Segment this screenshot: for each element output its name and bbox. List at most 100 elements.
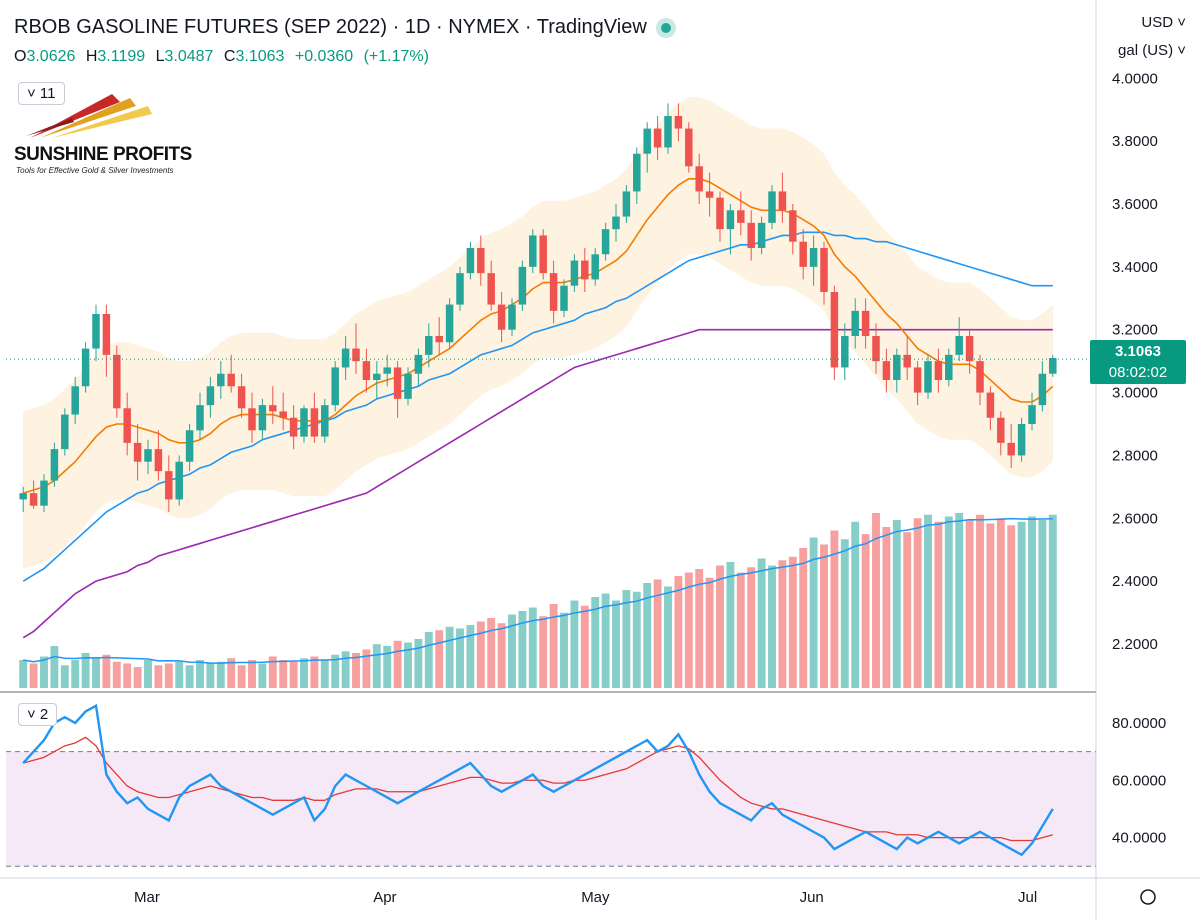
change-pct-value: (+1.17%) bbox=[363, 48, 429, 65]
price-tick-label: 3.4000 bbox=[1112, 259, 1158, 276]
volume-bar bbox=[1038, 520, 1047, 688]
candle-body bbox=[113, 354, 121, 409]
candle-body bbox=[362, 361, 371, 380]
volume-bar bbox=[778, 560, 787, 688]
volume-bar bbox=[508, 614, 516, 688]
volume-bar bbox=[612, 600, 620, 688]
volume-bar bbox=[892, 520, 901, 688]
indicators-toggle-button[interactable]: ˅ 11 bbox=[18, 82, 65, 105]
close-value: 3.1063 bbox=[235, 48, 285, 65]
candle-body bbox=[986, 392, 995, 418]
volume-bar bbox=[913, 518, 922, 688]
price-tick-label: 2.2000 bbox=[1112, 636, 1158, 653]
candle-body bbox=[331, 367, 339, 406]
volume-bar bbox=[840, 539, 849, 688]
volume-bar bbox=[185, 665, 194, 688]
volume-bar bbox=[50, 646, 59, 688]
volume-bar bbox=[216, 661, 225, 688]
candle-body bbox=[373, 373, 381, 380]
volume-bar bbox=[830, 530, 839, 688]
candle-body bbox=[716, 197, 724, 230]
price-tick-label: 2.6000 bbox=[1112, 510, 1158, 527]
volume-bar bbox=[799, 548, 808, 688]
candle-body bbox=[882, 361, 891, 380]
volume-bar bbox=[362, 649, 371, 688]
candle-body bbox=[269, 405, 277, 412]
candle-body bbox=[726, 210, 735, 230]
candle-body bbox=[778, 191, 787, 211]
symbol-title-text: RBOB GASOLINE FUTURES (SEP 2022) · 1D · … bbox=[14, 16, 647, 38]
candle-body bbox=[206, 386, 215, 406]
candle-body bbox=[102, 314, 111, 355]
candle-body bbox=[695, 166, 703, 192]
volume-bar bbox=[196, 660, 204, 688]
volume-bar bbox=[747, 567, 756, 688]
volume-bar bbox=[227, 658, 236, 688]
candle-body bbox=[445, 304, 454, 343]
candle-body bbox=[237, 386, 246, 409]
candle-body bbox=[872, 336, 880, 362]
volume-bar bbox=[144, 660, 152, 688]
last-price-label: 3.1063 08:02:02 bbox=[1090, 340, 1186, 384]
candle-body bbox=[185, 430, 194, 462]
unit-selector[interactable]: gal (US) ˅ bbox=[1118, 42, 1186, 59]
symbol-title[interactable]: RBOB GASOLINE FUTURES (SEP 2022) · 1D · … bbox=[14, 16, 671, 39]
volume-bar bbox=[1007, 525, 1016, 688]
volume-ma-line bbox=[23, 517, 1053, 664]
volume-bar bbox=[632, 591, 641, 688]
candle-body bbox=[165, 471, 173, 500]
time-tick-label: May bbox=[581, 889, 610, 906]
time-tick-label: Mar bbox=[134, 889, 160, 906]
volume-bar bbox=[1048, 514, 1057, 688]
candle-body bbox=[466, 248, 475, 274]
candle-body bbox=[196, 405, 204, 431]
sunshine-profits-logo: SUNSHINE PROFITS Tools for Effective Gol… bbox=[12, 88, 212, 180]
candle-body bbox=[258, 405, 267, 431]
candle-body bbox=[341, 348, 350, 368]
candle-body bbox=[705, 191, 714, 198]
candle-body bbox=[830, 292, 839, 368]
volume-bar bbox=[154, 665, 163, 688]
pane2-toggle-button[interactable]: ˅ 2 bbox=[18, 703, 58, 726]
candle-body bbox=[393, 367, 402, 399]
candle-body bbox=[508, 304, 516, 330]
volume-bar bbox=[903, 532, 912, 688]
candle-body bbox=[477, 248, 485, 274]
candle-body bbox=[1049, 358, 1057, 374]
candle-body bbox=[622, 191, 631, 217]
rsi-tick-label: 60.0000 bbox=[1112, 772, 1166, 789]
logo-tagline: Tools for Effective Gold & Silver Invest… bbox=[16, 166, 174, 175]
candle-body bbox=[29, 493, 38, 506]
volume-bar bbox=[341, 651, 350, 688]
time-tick-label: Jul bbox=[1018, 889, 1037, 906]
candle-body bbox=[861, 310, 870, 336]
volume-bar bbox=[258, 663, 267, 688]
volume-bar bbox=[518, 611, 527, 688]
high-value: 3.1199 bbox=[97, 48, 146, 65]
volume-bar bbox=[976, 514, 984, 688]
volume-bar bbox=[29, 663, 38, 688]
candle-body bbox=[945, 354, 953, 380]
candle-body bbox=[321, 405, 329, 437]
volume-bar bbox=[300, 658, 308, 688]
ohlc-legend: O3.0626 H3.1199 L3.0487 C3.1063 +0.0360 … bbox=[14, 48, 435, 66]
market-open-icon bbox=[660, 22, 671, 33]
candle-body bbox=[289, 417, 298, 437]
candle-body bbox=[456, 273, 464, 305]
low-value: 3.0487 bbox=[164, 48, 214, 65]
candle-body bbox=[851, 310, 859, 336]
volume-bar bbox=[279, 660, 288, 688]
volume-bar bbox=[424, 632, 433, 688]
candle-body bbox=[61, 414, 69, 450]
candle-body bbox=[633, 153, 641, 192]
volume-bar bbox=[705, 577, 714, 688]
volume-bar bbox=[726, 562, 735, 688]
currency-selector[interactable]: USD ˅ bbox=[1141, 14, 1186, 31]
candle-body bbox=[799, 241, 807, 267]
volume-bar bbox=[487, 618, 496, 688]
candle-body bbox=[965, 336, 974, 362]
price-tick-label: 3.0000 bbox=[1112, 385, 1158, 402]
settings-icon bbox=[1140, 889, 1156, 905]
price-tick-label: 3.8000 bbox=[1112, 133, 1158, 150]
